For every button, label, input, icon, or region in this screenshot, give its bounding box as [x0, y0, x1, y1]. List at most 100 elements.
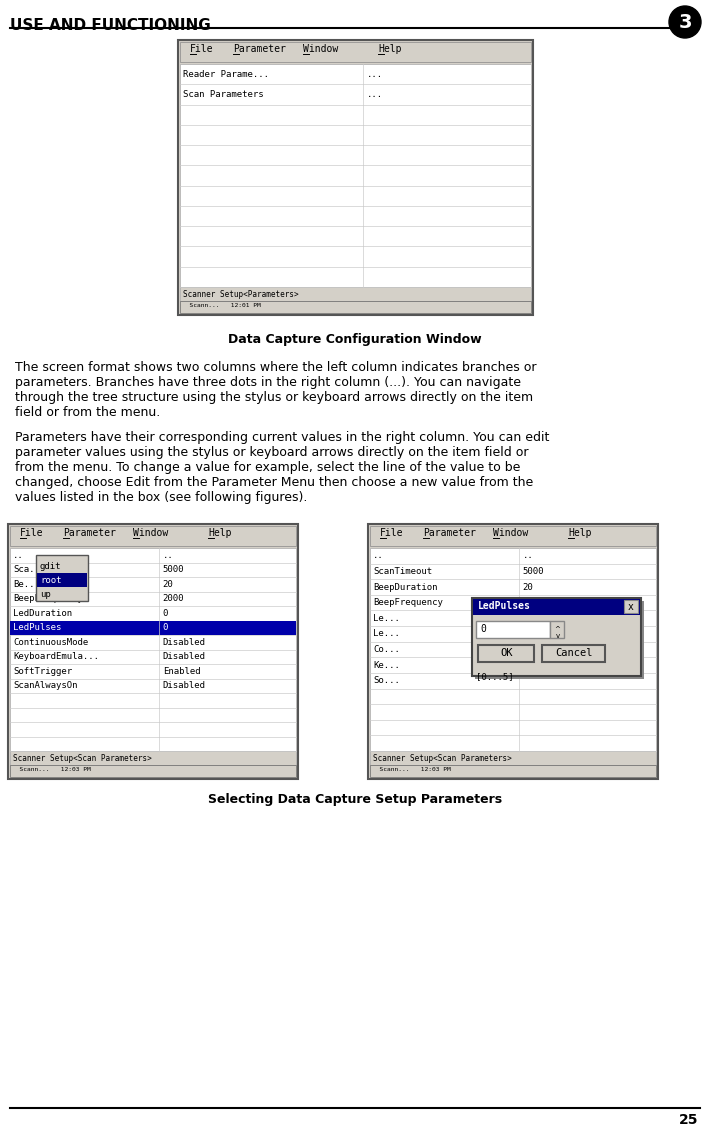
Text: ...: ...: [366, 70, 383, 79]
Bar: [542, 645, 606, 662]
Bar: [368, 524, 658, 779]
Text: 2000: 2000: [523, 598, 545, 607]
Text: Parameters have their corresponding current values in the right column. You can : Parameters have their corresponding curr…: [15, 431, 550, 444]
Text: ScanAlwaysOn: ScanAlwaysOn: [13, 681, 77, 690]
Text: 5000: 5000: [163, 566, 184, 575]
Text: Parameter: Parameter: [423, 528, 476, 539]
Bar: [180, 64, 531, 287]
Bar: [10, 751, 296, 765]
Text: Help: Help: [378, 44, 401, 54]
Text: LedPulses: LedPulses: [13, 623, 61, 632]
Text: Scanner Setup<Scan Parameters>: Scanner Setup<Scan Parameters>: [13, 754, 152, 763]
Text: Help: Help: [568, 528, 591, 539]
Text: changed, choose Edit from the Parameter Menu then choose a new value from the: changed, choose Edit from the Parameter …: [15, 476, 533, 489]
Bar: [476, 621, 550, 638]
Text: Scan Parameters: Scan Parameters: [183, 90, 263, 99]
Text: ..: ..: [373, 551, 383, 560]
Text: LedPulses: LedPulses: [477, 601, 530, 611]
Bar: [370, 765, 656, 777]
Text: [0...5]: [0...5]: [476, 673, 514, 682]
Text: ScanTimeout: ScanTimeout: [373, 567, 432, 576]
Bar: [479, 645, 534, 662]
Text: Sca...: Sca...: [13, 566, 45, 575]
Text: Enabled: Enabled: [163, 667, 200, 676]
Text: ..: ..: [523, 551, 533, 560]
Bar: [474, 599, 640, 615]
Bar: [180, 42, 531, 62]
Bar: [623, 599, 638, 613]
Bar: [370, 526, 656, 546]
Text: Scann...   12:01 PM: Scann... 12:01 PM: [182, 303, 261, 308]
Text: 20: 20: [163, 580, 173, 588]
Text: values listed in the box (see following figures).: values listed in the box (see following …: [15, 491, 307, 504]
Text: Le...: Le...: [373, 629, 400, 638]
Bar: [8, 524, 298, 779]
Text: File: File: [190, 44, 214, 54]
Text: Scanner Setup<Scan Parameters>: Scanner Setup<Scan Parameters>: [373, 754, 512, 763]
Text: ..: ..: [163, 551, 173, 560]
Bar: [10, 548, 296, 751]
Text: 0: 0: [481, 624, 486, 634]
Text: USE AND FUNCTIONING: USE AND FUNCTIONING: [10, 18, 211, 33]
Text: from the menu. To change a value for example, select the line of the value to be: from the menu. To change a value for exa…: [15, 461, 520, 474]
Text: x: x: [628, 602, 633, 612]
Text: 3: 3: [678, 12, 692, 32]
Text: Scann...   12:03 PM: Scann... 12:03 PM: [372, 767, 451, 772]
Text: Parameter: Parameter: [233, 44, 286, 54]
Text: Data Capture Configuration Window: Data Capture Configuration Window: [228, 333, 482, 345]
Text: parameters. Branches have three dots in the right column (...). You can navigate: parameters. Branches have three dots in …: [15, 376, 521, 390]
Bar: [37, 574, 87, 587]
Text: ^: ^: [555, 625, 560, 632]
Text: File: File: [380, 528, 403, 539]
Text: Le...: Le...: [373, 614, 400, 623]
Text: Co...: Co...: [373, 645, 400, 654]
Text: BeepFrequency: BeepFrequency: [13, 594, 83, 603]
Bar: [180, 287, 531, 301]
Text: BeepFrequency: BeepFrequency: [373, 598, 443, 607]
Text: Ke...: Ke...: [373, 660, 400, 669]
Bar: [10, 526, 296, 546]
Bar: [180, 301, 531, 313]
Circle shape: [669, 6, 701, 38]
Text: OK: OK: [500, 648, 513, 658]
Text: Disabled: Disabled: [163, 638, 206, 647]
Text: The screen format shows two columns where the left column indicates branches or: The screen format shows two columns wher…: [15, 361, 537, 374]
Bar: [36, 555, 88, 602]
Bar: [370, 751, 656, 765]
Text: Disabled: Disabled: [163, 653, 206, 662]
Text: KeyboardEmula...: KeyboardEmula...: [13, 653, 99, 662]
Text: field or from the menu.: field or from the menu.: [15, 406, 160, 419]
Text: 2000: 2000: [163, 594, 184, 603]
Text: Scann...   12:03 PM: Scann... 12:03 PM: [12, 767, 91, 772]
Text: root: root: [40, 576, 62, 585]
Text: ContinuousMode: ContinuousMode: [13, 638, 88, 647]
Bar: [550, 621, 564, 638]
Text: So...: So...: [373, 676, 400, 685]
Text: Window: Window: [133, 528, 168, 539]
Text: 5000: 5000: [523, 567, 545, 576]
Text: 0: 0: [163, 623, 168, 632]
Text: 25: 25: [679, 1113, 698, 1127]
Bar: [370, 548, 656, 751]
Text: Be...: Be...: [13, 580, 40, 588]
Text: Window: Window: [303, 44, 338, 54]
Text: up: up: [40, 589, 50, 598]
Text: parameter values using the stylus or keyboard arrows directly on the item field : parameter values using the stylus or key…: [15, 446, 528, 460]
Text: gdit: gdit: [40, 562, 62, 571]
Bar: [476, 601, 643, 679]
Text: Help: Help: [208, 528, 231, 539]
Text: Disabled: Disabled: [163, 681, 206, 690]
Text: SoftTrigger: SoftTrigger: [13, 667, 72, 676]
Text: v: v: [555, 633, 559, 639]
Text: ..: ..: [13, 551, 23, 560]
Text: through the tree structure using the stylus or keyboard arrows directly on the i: through the tree structure using the sty…: [15, 391, 533, 404]
Text: Window: Window: [493, 528, 528, 539]
Bar: [10, 621, 296, 634]
Text: Reader Parame...: Reader Parame...: [183, 70, 269, 79]
Text: Parameter: Parameter: [63, 528, 116, 539]
Text: Scanner Setup<Parameters>: Scanner Setup<Parameters>: [183, 290, 299, 299]
Text: File: File: [20, 528, 43, 539]
Text: Selecting Data Capture Setup Parameters: Selecting Data Capture Setup Parameters: [208, 793, 502, 806]
Bar: [472, 598, 640, 676]
Text: Cancel: Cancel: [555, 648, 592, 658]
